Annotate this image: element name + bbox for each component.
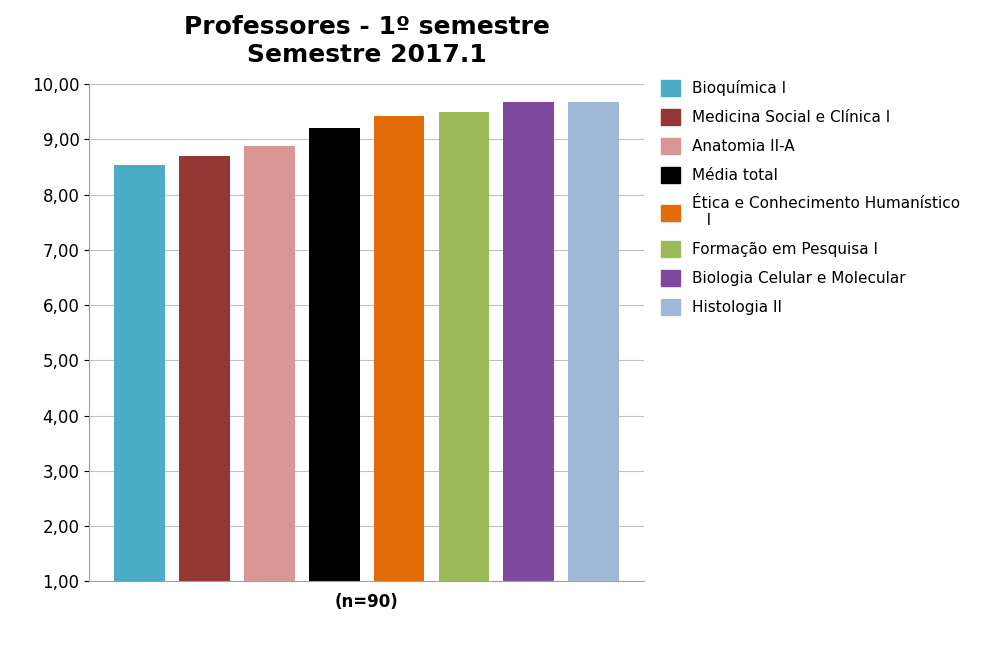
- Bar: [439, 112, 490, 581]
- Bar: [569, 101, 619, 581]
- Title: Professores - 1º semestre
Semestre 2017.1: Professores - 1º semestre Semestre 2017.…: [183, 15, 550, 67]
- Bar: [179, 156, 230, 581]
- X-axis label: (n=90): (n=90): [335, 592, 398, 610]
- Bar: [114, 165, 165, 581]
- Bar: [374, 116, 424, 581]
- Bar: [309, 128, 360, 581]
- Bar: [503, 101, 554, 581]
- Legend: Bioquímica I, Medicina Social e Clínica I, Anatomia II-A, Média total, Ética e C: Bioquímica I, Medicina Social e Clínica …: [655, 74, 966, 322]
- Bar: [244, 146, 294, 581]
